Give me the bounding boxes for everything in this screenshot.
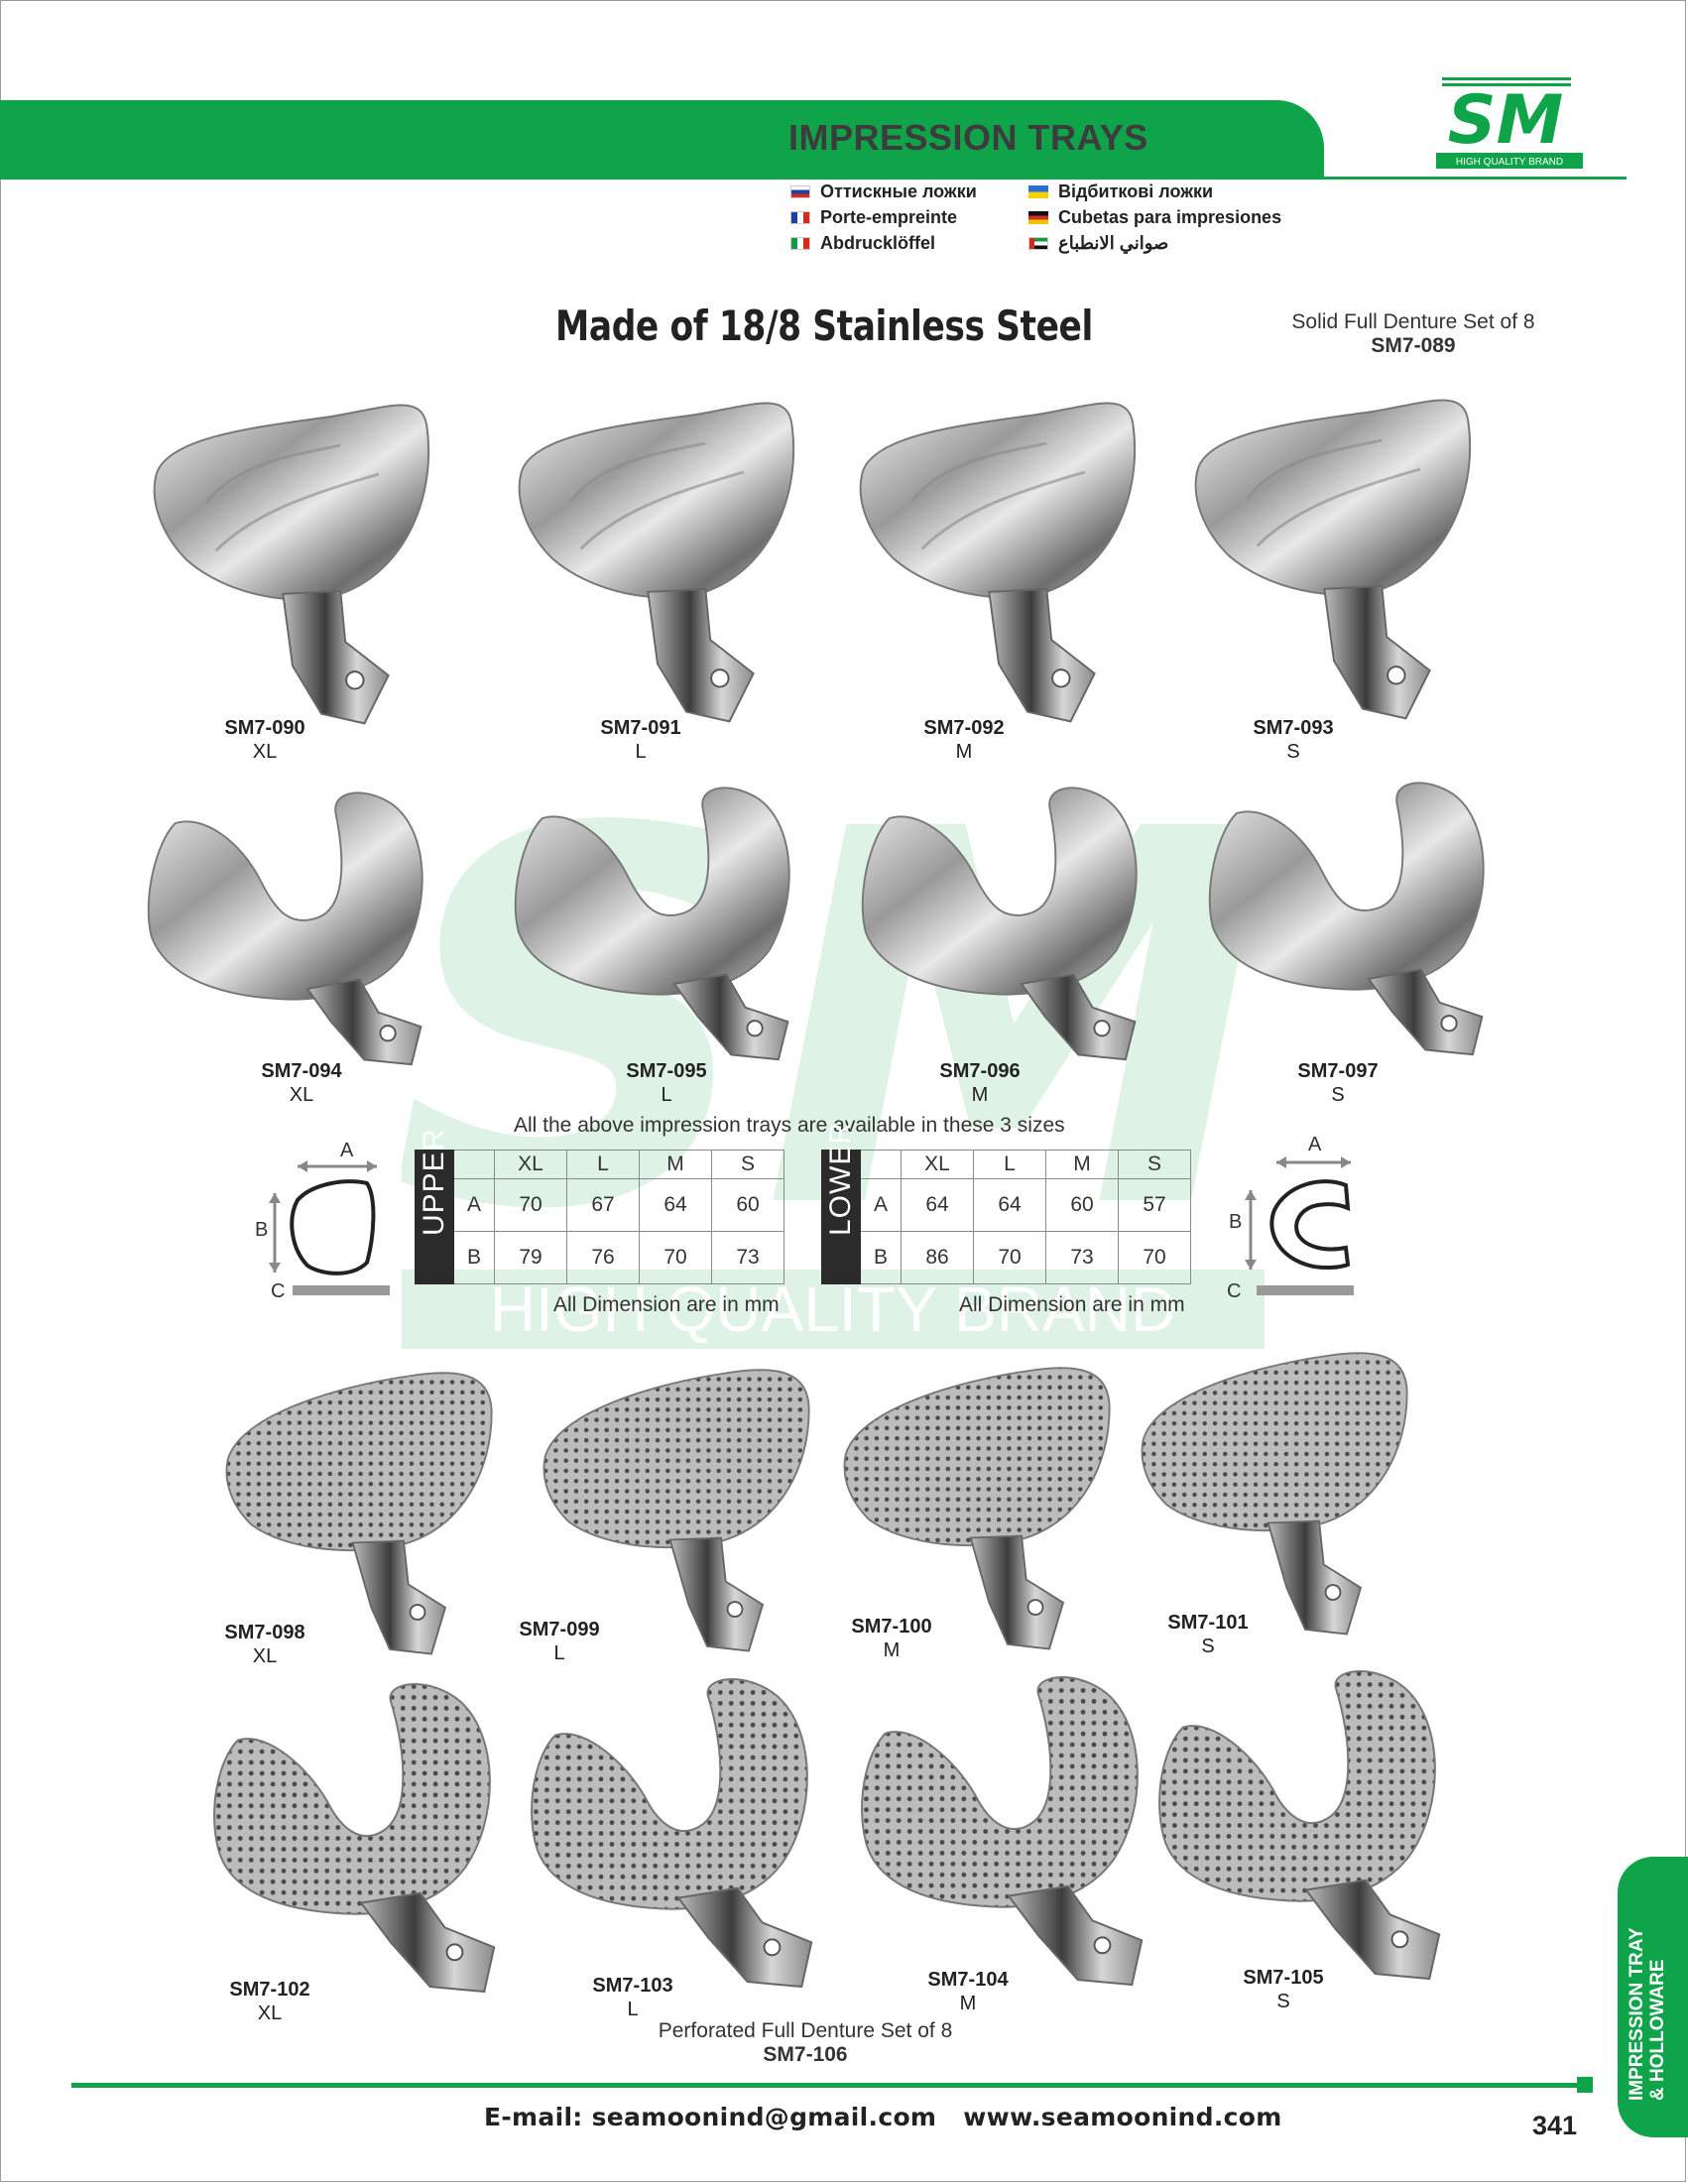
product-label: SM7-094 XL xyxy=(261,1060,342,1106)
italy-flag-icon xyxy=(790,236,810,250)
lower-side-label: LOWER xyxy=(821,1122,861,1284)
main-title: Made of 18/8 Stainless Steel xyxy=(555,302,1093,350)
product-label: SM7-104 M xyxy=(927,1969,1009,2014)
svg-text:B: B xyxy=(255,1219,268,1241)
footer-rule xyxy=(71,2083,1591,2088)
product-label: SM7-096 M xyxy=(939,1060,1021,1106)
product-label: SM7-099 L xyxy=(519,1619,600,1664)
upper-dimension-table: UPPER XL L M S A 70 67 64 60 B 79 76 70 … xyxy=(415,1129,784,1284)
lower-perforated-tray-image xyxy=(213,1681,529,1997)
lower-perforated-tray-image xyxy=(531,1676,846,1992)
lang-item: Cubetas para impresiones xyxy=(1028,204,1281,230)
ukraine-flag-icon xyxy=(1028,184,1048,198)
svg-text:A: A xyxy=(1308,1134,1322,1155)
table-row: B 79 76 70 73 xyxy=(416,1231,784,1284)
contact-info: E-mail: seamoonind@gmail.com www.seamoon… xyxy=(484,2103,1282,2131)
svg-text:C: C xyxy=(271,1280,285,1302)
table-row: A 70 67 64 60 xyxy=(416,1178,784,1232)
product-label: SM7-105 S xyxy=(1243,1967,1324,2012)
lang-item: صواني الانطباع xyxy=(1028,230,1281,256)
header-bar xyxy=(0,100,1324,180)
upper-solid-tray-image xyxy=(149,387,436,734)
sizes-note: All the above impression trays are avail… xyxy=(514,1114,1065,1137)
germany-flag-icon xyxy=(1028,210,1048,224)
page-number: 341 xyxy=(1532,2111,1578,2140)
product-label: SM7-092 M xyxy=(923,717,1005,763)
lower-perforated-tray-image xyxy=(1158,1668,1474,1984)
svg-text:C: C xyxy=(1227,1280,1241,1302)
lang-item: Abdrucklöffel xyxy=(790,230,977,256)
language-list-left: Оттискные ложки Porte-empreinte Abdruckl… xyxy=(790,179,977,256)
product-label: SM7-095 L xyxy=(626,1060,707,1106)
russia-flag-icon xyxy=(790,184,810,198)
lang-item: Оттискные ложки xyxy=(790,179,977,204)
lower-solid-tray-image xyxy=(147,784,449,1071)
upper-perforated-tray-image xyxy=(1139,1344,1416,1646)
perforated-set-note: Perforated Full Denture Set of 8 SM7-106 xyxy=(658,2019,953,2066)
product-label: SM7-101 S xyxy=(1167,1612,1249,1657)
product-label: SM7-093 S xyxy=(1253,717,1334,763)
france-flag-icon xyxy=(790,210,810,224)
solid-set-note: Solid Full Denture Set of 8 SM7-089 xyxy=(1291,310,1535,357)
header-rule xyxy=(1324,177,1627,180)
lower-tray-dimension-diagram: A B C xyxy=(1227,1134,1354,1302)
uae-flag-icon xyxy=(1028,236,1048,250)
product-label: SM7-102 XL xyxy=(229,1979,310,2024)
product-label: SM7-098 XL xyxy=(224,1622,305,1667)
table-row: A 64 64 60 57 xyxy=(822,1178,1191,1232)
upper-tray-dimension-diagram: A B C xyxy=(255,1140,390,1302)
product-label: SM7-103 L xyxy=(592,1975,673,2020)
section-tab xyxy=(1618,1857,1688,2137)
table-row: B 86 70 73 70 xyxy=(822,1231,1191,1284)
svg-text:HIGH QUALITY BRAND: HIGH QUALITY BRAND xyxy=(490,1274,1176,1345)
upper-solid-tray-image xyxy=(855,385,1143,732)
lower-solid-tray-image xyxy=(514,779,816,1066)
lower-perforated-tray-image xyxy=(861,1674,1176,1990)
lang-item: Porte-empreinte xyxy=(790,204,977,230)
brand-logo: SM HIGH QUALITY BRAND xyxy=(1436,77,1583,169)
section-tab-label: IMPRESSION TRAY & HOLLOWARE xyxy=(1627,1927,1668,2101)
product-label: SM7-100 M xyxy=(851,1616,932,1661)
brand-tagline: HIGH QUALITY BRAND xyxy=(1456,157,1563,168)
svg-text:SM: SM xyxy=(1448,81,1564,160)
lower-unit-note: All Dimension are in mm xyxy=(959,1293,1185,1316)
upper-unit-note: All Dimension are in mm xyxy=(553,1293,780,1316)
lower-solid-tray-image xyxy=(861,779,1163,1066)
lower-solid-tray-image xyxy=(1208,774,1510,1061)
upper-side-label: UPPER xyxy=(415,1129,454,1284)
lang-item: Відбиткові ложки xyxy=(1028,179,1281,204)
product-label: SM7-097 S xyxy=(1297,1060,1379,1106)
footer-rule-end xyxy=(1577,2077,1593,2093)
upper-solid-tray-image xyxy=(1190,382,1478,729)
lower-dimension-table: LOWER XL L M S A 64 64 60 57 B 86 70 73 … xyxy=(821,1122,1191,1284)
svg-text:A: A xyxy=(340,1140,354,1161)
language-list-right: Відбиткові ложки Cubetas para impresione… xyxy=(1028,179,1281,256)
svg-text:B: B xyxy=(1229,1211,1242,1233)
product-label: SM7-091 L xyxy=(600,717,681,763)
product-label: SM7-090 XL xyxy=(224,717,305,763)
page-title: IMPRESSION TRAYS xyxy=(788,117,1148,158)
upper-solid-tray-image xyxy=(514,385,801,732)
